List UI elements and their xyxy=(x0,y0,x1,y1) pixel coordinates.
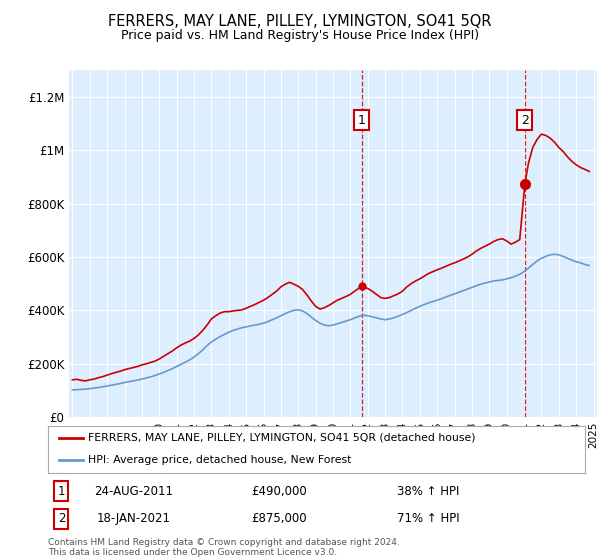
Text: Contains HM Land Registry data © Crown copyright and database right 2024.
This d: Contains HM Land Registry data © Crown c… xyxy=(48,538,400,557)
Text: 1: 1 xyxy=(58,484,65,497)
Text: Price paid vs. HM Land Registry's House Price Index (HPI): Price paid vs. HM Land Registry's House … xyxy=(121,29,479,42)
Text: £490,000: £490,000 xyxy=(251,484,307,497)
Text: HPI: Average price, detached house, New Forest: HPI: Average price, detached house, New … xyxy=(88,455,352,465)
Text: 2: 2 xyxy=(58,512,65,525)
Text: 2: 2 xyxy=(521,114,529,127)
Text: 1: 1 xyxy=(358,114,365,127)
Text: 18-JAN-2021: 18-JAN-2021 xyxy=(97,512,171,525)
Text: £875,000: £875,000 xyxy=(251,512,307,525)
Text: 38% ↑ HPI: 38% ↑ HPI xyxy=(397,484,460,497)
Text: 71% ↑ HPI: 71% ↑ HPI xyxy=(397,512,460,525)
Text: FERRERS, MAY LANE, PILLEY, LYMINGTON, SO41 5QR: FERRERS, MAY LANE, PILLEY, LYMINGTON, SO… xyxy=(108,14,492,29)
Text: FERRERS, MAY LANE, PILLEY, LYMINGTON, SO41 5QR (detached house): FERRERS, MAY LANE, PILLEY, LYMINGTON, SO… xyxy=(88,432,476,442)
Text: 24-AUG-2011: 24-AUG-2011 xyxy=(94,484,173,497)
